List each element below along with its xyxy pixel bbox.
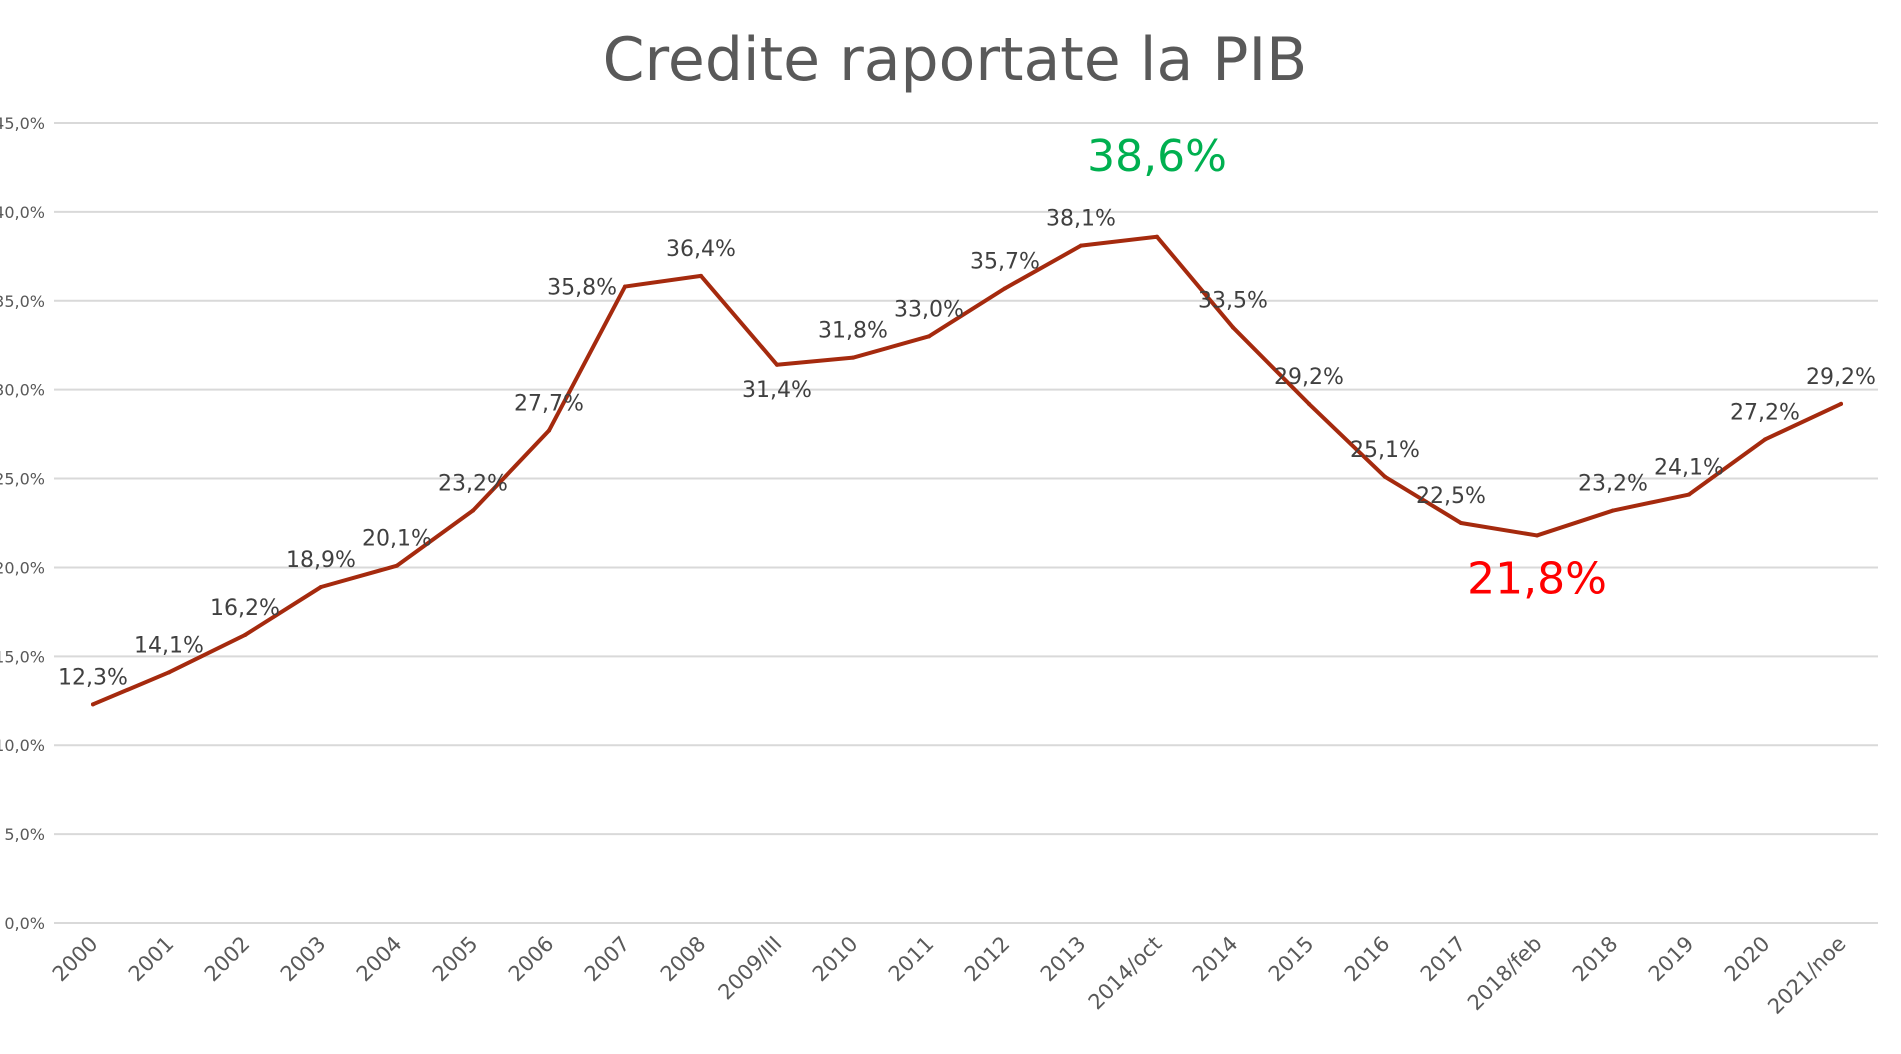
y-tick-label: 25,0% (0, 470, 45, 489)
x-tick-label: 2019 (1644, 932, 1699, 987)
data-point (775, 362, 779, 367)
data-point (1763, 437, 1767, 442)
data-label: 33,0% (894, 297, 964, 322)
data-label: 12,3% (58, 665, 128, 690)
data-label: 18,9% (286, 548, 356, 573)
data-label: 29,2% (1274, 365, 1344, 390)
series-line-group (91, 234, 1843, 707)
x-tick-label: 2021/noe (1763, 932, 1850, 1019)
y-tick-label: 40,0% (0, 203, 45, 222)
x-axis-ticks: 2000 2001 2002 2003 2004 2005 2006 2007 2008 2009… (48, 932, 1851, 1019)
y-tick-label: 15,0% (0, 647, 45, 666)
x-tick-label: 2013 (1036, 932, 1091, 987)
data-point (1459, 521, 1463, 525)
x-tick-label: 2008 (656, 932, 711, 987)
y-tick-label: 20,0% (0, 558, 45, 577)
y-tick-label: 30,0% (0, 381, 45, 400)
data-point (851, 355, 855, 360)
y-tick-label: 45,0% (0, 114, 45, 133)
data-point (1687, 492, 1691, 497)
x-tick-label: 2012 (960, 932, 1015, 987)
x-tick-label: 2018 (1568, 932, 1623, 987)
chart-title: Credite raportate la PIB (603, 25, 1308, 95)
data-label: 25,1% (1350, 438, 1420, 463)
y-axis-ticks: 0,0% 5,0% 10,0% 15,0% 20,0% 25,0% 30,0% 35,0% 40… (0, 114, 45, 933)
data-label: 20,1% (362, 527, 432, 552)
data-point (1155, 234, 1159, 239)
data-label: 23,2% (438, 472, 508, 497)
data-label: 29,2% (1806, 365, 1876, 390)
data-point (319, 585, 323, 589)
highlight-data-label: 38,6% (1087, 131, 1227, 182)
x-tick-label: 2015 (1264, 932, 1319, 987)
data-label: 38,1% (1046, 207, 1116, 232)
x-tick-label: 2005 (428, 932, 483, 987)
x-tick-label: 2000 (48, 932, 103, 987)
data-point (1611, 508, 1615, 513)
highlight-data-label: 21,8% (1467, 553, 1607, 604)
x-tick-label: 2006 (504, 932, 559, 987)
data-label: 24,1% (1654, 456, 1724, 481)
x-tick-label: 2018/feb (1463, 932, 1547, 1016)
x-tick-label: 2010 (808, 932, 863, 987)
data-label: 31,4% (742, 378, 812, 403)
data-point (471, 508, 475, 513)
data-point (547, 428, 551, 433)
gridlines (54, 122, 1878, 924)
data-point (91, 702, 95, 707)
data-point (1003, 286, 1007, 291)
data-point (1535, 533, 1539, 538)
data-point (1307, 401, 1311, 406)
data-label: 33,5% (1198, 288, 1268, 313)
y-tick-label: 35,0% (0, 292, 45, 311)
data-label: 36,4% (666, 237, 736, 262)
data-point (1383, 474, 1387, 479)
data-point (1231, 325, 1235, 330)
y-tick-label: 5,0% (4, 825, 45, 844)
data-point (395, 563, 399, 568)
y-tick-label: 10,0% (0, 736, 45, 755)
data-point (243, 633, 247, 637)
data-point (927, 334, 931, 339)
data-label: 27,7% (514, 392, 584, 417)
data-label: 22,5% (1416, 484, 1486, 509)
data-point (623, 284, 627, 289)
x-tick-label: 2007 (580, 932, 635, 987)
data-point (1839, 401, 1843, 406)
x-tick-label: 2002 (200, 932, 255, 987)
data-point (167, 670, 171, 675)
data-label: 16,2% (210, 596, 280, 621)
data-label: 31,8% (818, 319, 888, 344)
x-tick-label: 2014 (1188, 932, 1243, 987)
data-label: 14,1% (134, 633, 204, 658)
data-label: 27,2% (1730, 400, 1800, 425)
data-point (699, 273, 703, 278)
x-tick-label: 2011 (884, 932, 939, 987)
series-line (91, 234, 1843, 707)
x-tick-label: 2016 (1340, 932, 1395, 987)
data-point (1079, 243, 1083, 248)
x-tick-label: 2001 (124, 932, 179, 987)
x-tick-label: 2020 (1720, 932, 1775, 987)
x-tick-label: 2009/III (714, 932, 787, 1005)
data-label: 35,7% (970, 249, 1040, 274)
x-tick-label: 2014/oct (1084, 932, 1167, 1015)
y-tick-label: 0,0% (4, 914, 45, 933)
data-label: 35,8% (547, 276, 617, 301)
x-tick-label: 2004 (352, 932, 407, 987)
data-labels: 12,3%14,1%16,2%18,9%20,1% 23,2% 27,7% 35,8%… (58, 131, 1876, 707)
x-tick-label: 2003 (276, 932, 331, 987)
data-label: 23,2% (1578, 472, 1648, 497)
x-tick-label: 2017 (1416, 932, 1471, 987)
